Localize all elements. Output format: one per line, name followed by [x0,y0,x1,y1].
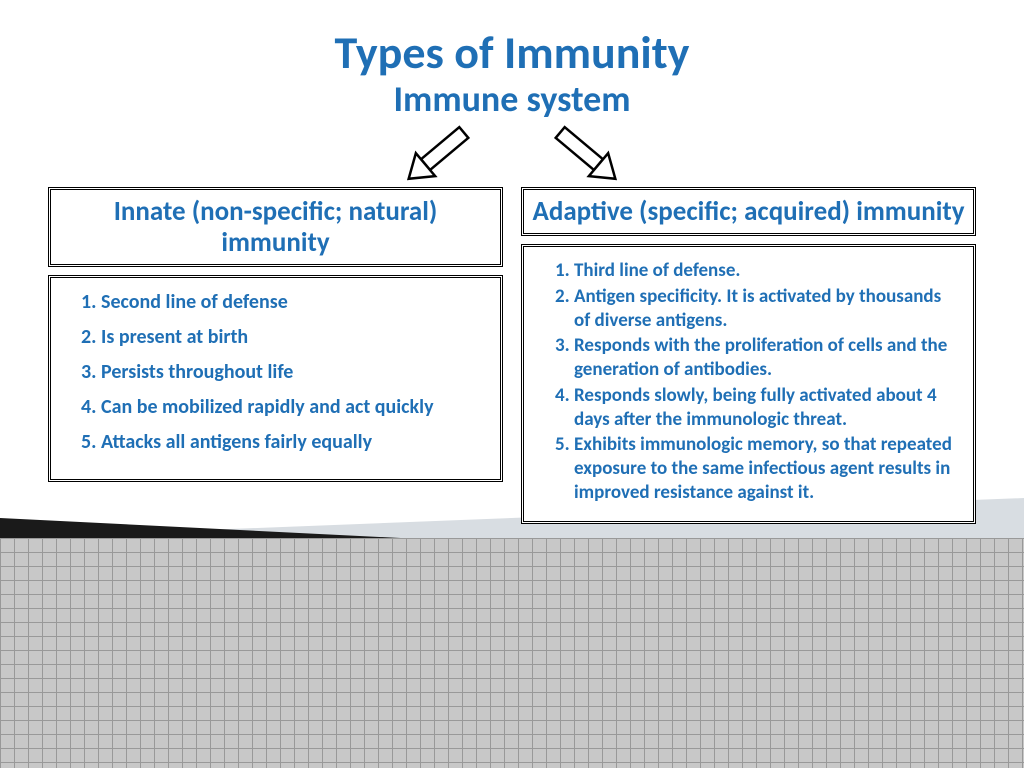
list-item: Exhibits immunologic memory, so that rep… [574,433,957,504]
left-header-text: Innate (non-specific; natural) immunity [114,195,438,259]
list-item: Attacks all antigens fairly equally [101,430,484,455]
list-item: Third line of defense. [574,259,957,283]
list-item: Persists throughout life [101,360,484,385]
right-body-box: Third line of defense. Antigen specifici… [521,244,976,524]
left-header-box: Innate (non-specific; natural) immunity [48,187,503,267]
arrow-left-icon [392,125,482,185]
list-item: Responds with the proliferation of cells… [574,334,957,382]
arrow-container [0,125,1024,185]
list-item: Is present at birth [101,325,484,350]
list-item: Can be mobilized rapidly and act quickly [101,395,484,420]
columns: Innate (non-specific; natural) immunity … [0,187,1024,524]
arrow-right-icon [542,125,632,185]
right-column: Adaptive (specific; acquired) immunity T… [521,187,976,524]
list-item: Second line of defense [101,290,484,315]
right-header-text: Adaptive (specific; acquired) immunity [532,195,964,228]
slide-title: Types of Immunity [0,0,1024,81]
list-item: Responds slowly, being fully activated a… [574,384,957,432]
slide-subtitle: Immune system [0,77,1024,121]
right-points-list: Third line of defense. Antigen specifici… [540,259,957,505]
slide: Types of Immunity Immune system Innate (… [0,0,1024,768]
right-header-box: Adaptive (specific; acquired) immunity [521,187,976,236]
left-points-list: Second line of defense Is present at bir… [67,290,484,455]
list-item: Antigen specificity. It is activated by … [574,285,957,333]
left-column: Innate (non-specific; natural) immunity … [48,187,503,524]
left-body-box: Second line of defense Is present at bir… [48,275,503,482]
